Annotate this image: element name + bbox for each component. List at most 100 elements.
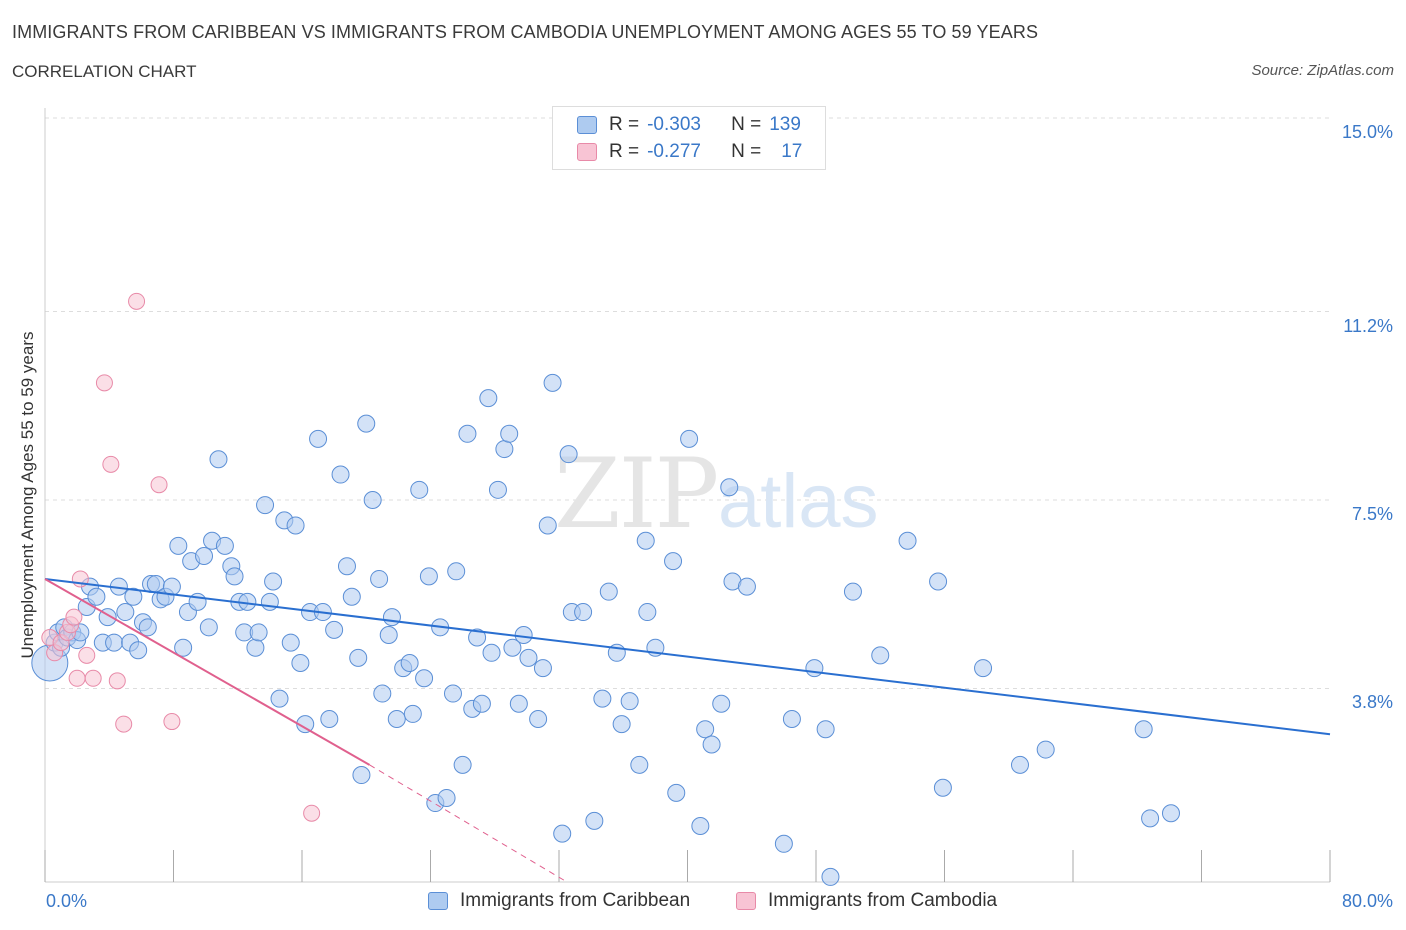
caribbean-point xyxy=(342,587,361,606)
trend-line-caribbean xyxy=(44,577,1331,736)
caribbean-point xyxy=(349,648,368,667)
caribbean-point xyxy=(898,531,917,550)
trend-line-cambodia-extension xyxy=(369,764,568,883)
trend-line-cambodia xyxy=(44,578,370,766)
caribbean-point xyxy=(337,557,356,576)
cambodia-point xyxy=(65,608,83,626)
caribbean-point xyxy=(514,625,533,644)
caribbean-point xyxy=(1134,720,1153,739)
caribbean-point xyxy=(620,692,639,711)
caribbean-point xyxy=(443,684,462,703)
trend-lines xyxy=(44,577,1331,883)
cambodia-point xyxy=(68,669,86,687)
caribbean-point xyxy=(352,766,371,785)
y-tick-label: 3.8% xyxy=(1351,692,1393,713)
cambodia-point xyxy=(150,476,168,494)
cambodia-point xyxy=(95,374,113,392)
caribbean-point xyxy=(1036,740,1055,759)
caribbean-point xyxy=(543,373,562,392)
chart-title: IMMIGRANTS FROM CARIBBEAN VS IMMIGRANTS … xyxy=(12,22,1039,42)
caribbean-point xyxy=(519,648,538,667)
caribbean-point xyxy=(1141,809,1160,828)
caribbean-point xyxy=(382,608,401,627)
caribbean-point xyxy=(256,496,275,515)
cambodia-point xyxy=(84,669,102,687)
watermark-zip: ZIP xyxy=(554,438,717,550)
caribbean-point xyxy=(805,659,824,678)
caribbean-point xyxy=(630,755,649,774)
y-tick-label: 15.0% xyxy=(1341,122,1393,142)
caribbean-point xyxy=(1010,755,1029,774)
axes xyxy=(44,108,1331,883)
caribbean-point xyxy=(447,562,466,581)
caribbean-point xyxy=(124,587,143,606)
caribbean-point xyxy=(495,440,514,459)
caribbean-point xyxy=(195,547,214,566)
x-tick-label-min: 0.0% xyxy=(46,891,88,911)
caribbean-point xyxy=(488,480,507,499)
caribbean-point xyxy=(105,633,124,652)
caribbean-point xyxy=(479,389,498,408)
caribbean-point xyxy=(782,710,801,729)
caribbean-point xyxy=(553,824,572,843)
caribbean-point xyxy=(720,478,739,497)
caribbean-point xyxy=(468,628,487,647)
caribbean-point xyxy=(419,567,438,586)
caribbean-point xyxy=(320,710,339,729)
caribbean-point xyxy=(370,569,389,588)
caribbean-point xyxy=(116,603,135,622)
caribbean-point xyxy=(373,684,392,703)
cambodia-point xyxy=(78,646,96,664)
cambodia-point xyxy=(128,292,146,310)
legend-n-label: N = xyxy=(731,114,762,135)
bottom-legend-cambodia: Immigrants from Cambodia xyxy=(736,890,997,912)
cambodia-point xyxy=(115,715,133,733)
caribbean-point xyxy=(636,531,655,550)
bottom-legend-caribbean: Immigrants from Caribbean xyxy=(428,890,690,912)
caribbean-point xyxy=(667,783,686,802)
legend-n-value: 139 xyxy=(769,114,801,135)
legend-swatch-cambodia xyxy=(577,143,597,161)
caribbean-point xyxy=(500,424,519,443)
caribbean-point xyxy=(933,778,952,797)
legend-swatch-caribbean xyxy=(577,116,597,134)
caribbean-point xyxy=(638,603,657,622)
caribbean-point xyxy=(357,414,376,433)
caribbean-point xyxy=(696,720,715,739)
caribbean-point xyxy=(249,623,268,642)
caribbean-point xyxy=(538,516,557,535)
cambodia-point xyxy=(108,672,126,690)
watermark: ZIP atlas xyxy=(554,438,879,550)
caribbean-point xyxy=(458,424,477,443)
legend-row-caribbean: R = -0.303 N = 139 xyxy=(553,112,801,138)
legend-r-value: -0.303 xyxy=(647,114,701,135)
caribbean-point xyxy=(215,536,234,555)
caribbean-point xyxy=(529,710,548,729)
caribbean-point xyxy=(509,694,528,713)
caribbean-point xyxy=(664,552,683,571)
caribbean-point xyxy=(472,694,491,713)
y-tick-label: 7.5% xyxy=(1351,504,1393,524)
y-tick-label: 11.2% xyxy=(1343,315,1393,336)
series-cambodia-points xyxy=(41,292,321,822)
caribbean-point xyxy=(400,653,419,672)
legend-n-value: 17 xyxy=(781,141,803,162)
caribbean-point xyxy=(281,633,300,652)
caribbean-point xyxy=(843,582,862,601)
bottom-legend-label-caribbean: Immigrants from Caribbean xyxy=(460,890,691,911)
bottom-legend-swatch-cambodia xyxy=(736,892,756,910)
caribbean-point xyxy=(291,653,310,672)
caribbean-point xyxy=(331,465,350,484)
caribbean-point xyxy=(246,638,265,657)
caribbean-point xyxy=(533,659,552,678)
chart-subtitle: CORRELATION CHART xyxy=(12,62,197,81)
legend-n-label: N = xyxy=(731,141,762,162)
bottom-legend-swatch-caribbean xyxy=(428,892,448,910)
source-label: Source: ZipAtlas.com xyxy=(1251,62,1394,79)
caribbean-point xyxy=(410,480,429,499)
caribbean-point xyxy=(593,689,612,708)
caribbean-point xyxy=(712,694,731,713)
caribbean-point xyxy=(270,689,289,708)
caribbean-point xyxy=(162,577,181,596)
